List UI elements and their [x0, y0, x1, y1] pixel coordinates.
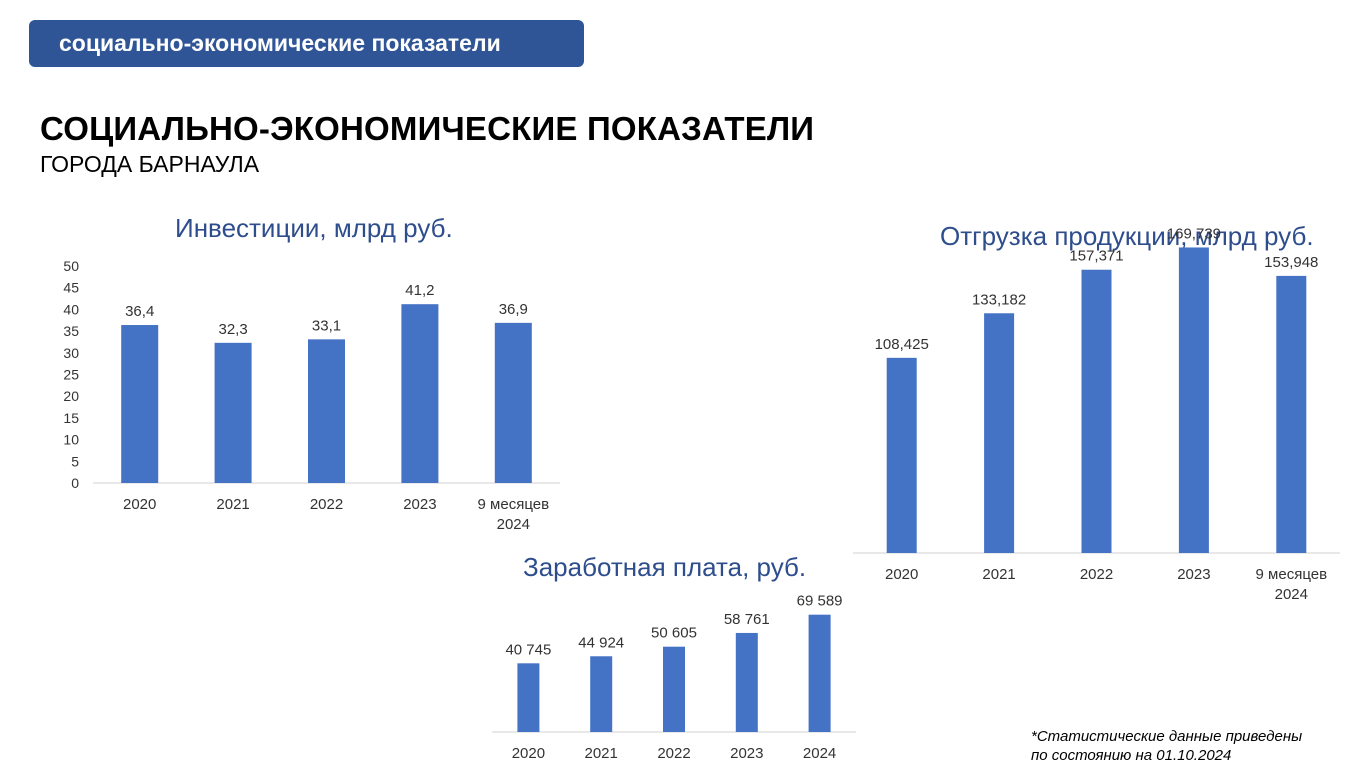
investments-category-label: 2021: [216, 496, 249, 513]
salary-data-label: 50 605: [651, 625, 697, 642]
investments-category-label: 9 месяцев: [478, 496, 550, 513]
investments-data-label: 36,4: [125, 303, 154, 320]
salary-bar: [808, 614, 831, 732]
investments-y-tick-label: 50: [63, 258, 79, 274]
shipment-category-label: 2020: [885, 566, 918, 583]
shipment-bar: [886, 357, 917, 553]
salary-data-label: 58 761: [724, 611, 770, 628]
investments-category-label: 2023: [403, 496, 436, 513]
investments-bar: [214, 342, 252, 483]
salary-bar: [590, 656, 613, 732]
shipment-category-label: 2021: [982, 566, 1015, 583]
salary-bar: [517, 663, 540, 732]
shipment-category-label: 2022: [1080, 566, 1113, 583]
page-title: СОЦИАЛЬНО-ЭКОНОМИЧЕСКИЕ ПОКАЗАТЕЛИ: [40, 110, 815, 147]
shipment-data-label: 157,371: [1069, 248, 1123, 265]
investments-y-tick-label: 40: [63, 301, 79, 317]
investments-y-tick-label: 20: [63, 388, 79, 404]
investments-bar: [494, 322, 532, 483]
page-subtitle: ГОРОДА БАРНАУЛА: [40, 151, 260, 177]
investments-y-tick-label: 30: [63, 345, 79, 361]
salary-chart-title: Заработная плата, руб.: [523, 552, 807, 582]
salary-category-label: 2021: [585, 745, 618, 762]
investments-y-tick-label: 45: [63, 280, 79, 296]
shipment-category-label: 2024: [1275, 586, 1308, 603]
salary-category-label: 2023: [730, 745, 763, 762]
investments-y-tick-label: 25: [63, 367, 79, 383]
investments-y-tick-label: 5: [71, 453, 79, 469]
shipment-bar: [1178, 247, 1209, 554]
investments-data-label: 41,2: [405, 282, 434, 299]
shipment-category-label: 9 месяцев: [1256, 566, 1328, 583]
investments-category-label: 2024: [497, 516, 530, 533]
salary-bar: [663, 646, 685, 732]
investments-data-label: 33,1: [312, 317, 341, 334]
footnote-line-2: по состоянию на 01.10.2024: [1031, 747, 1232, 764]
investments-y-tick-label: 10: [63, 432, 79, 448]
investments-y-tick-label: 15: [63, 410, 79, 426]
salary-category-label: 2024: [803, 745, 836, 762]
salary-category-label: 2020: [512, 745, 545, 762]
footnote-line-1: *Статистические данные приведены: [1031, 728, 1303, 745]
shipment-chart-title: Отгрузка продукции, млрд руб.: [940, 221, 1314, 251]
shipment-data-label: 133,182: [972, 291, 1026, 308]
section-banner: социально-экономические показатели: [29, 20, 584, 67]
salary-data-label: 69 589: [797, 593, 843, 610]
salary-data-label: 44 924: [578, 634, 624, 651]
shipment-category-label: 2023: [1177, 566, 1210, 583]
investments-bar: [121, 325, 159, 483]
investments-data-label: 36,9: [499, 301, 528, 318]
investments-chart-title: Инвестиции, млрд руб.: [175, 213, 453, 243]
salary-bar: [735, 632, 758, 732]
shipment-data-label: 169,739: [1167, 225, 1221, 242]
shipment-data-label: 108,425: [875, 336, 929, 353]
shipment-bar: [1276, 275, 1307, 553]
investments-y-tick-label: 35: [63, 323, 79, 339]
investments-bar: [401, 304, 439, 483]
investments-y-tick-label: 0: [71, 475, 79, 491]
investments-bar: [308, 339, 345, 483]
shipment-bar: [1081, 269, 1112, 553]
shipment-bar: [984, 313, 1015, 553]
shipment-data-label: 153,948: [1264, 254, 1318, 271]
salary-category-label: 2022: [657, 745, 690, 762]
salary-data-label: 40 745: [505, 641, 551, 658]
investments-category-label: 2022: [310, 496, 343, 513]
investments-data-label: 32,3: [218, 321, 247, 338]
footnote: *Статистические данные приведены по сост…: [1031, 727, 1302, 765]
investments-category-label: 2020: [123, 496, 156, 513]
